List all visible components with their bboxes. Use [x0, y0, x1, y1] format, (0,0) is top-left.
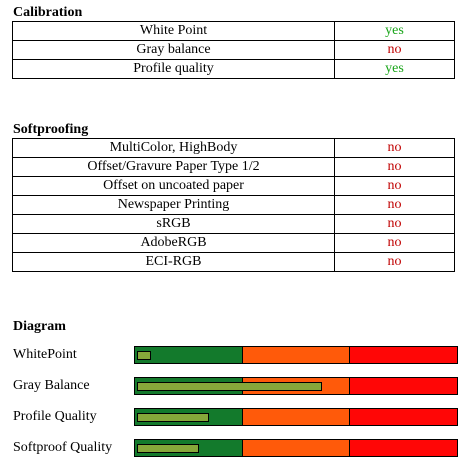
- bar-zone-medium: [243, 347, 350, 363]
- row-label: ECI-RGB: [12, 252, 335, 272]
- diagram-row-gray-balance: Gray Balance: [0, 377, 465, 395]
- bar-zone-bad: [350, 378, 457, 394]
- bar-zone-medium: [243, 440, 350, 456]
- row-value: no: [334, 233, 455, 253]
- bar-zone-bad: [350, 409, 457, 425]
- diagram-label: Softproof Quality: [13, 440, 113, 455]
- table-row: Newspaper Printing no: [12, 195, 455, 215]
- table-row: White Point yes: [12, 21, 455, 41]
- bar-level-fill: [137, 413, 209, 422]
- row-label: White Point: [12, 21, 335, 41]
- diagram-label: Gray Balance: [13, 378, 90, 393]
- row-value: no: [334, 176, 455, 196]
- table-row: Offset/Gravure Paper Type 1/2 no: [12, 157, 455, 177]
- bar-zone-medium: [243, 409, 350, 425]
- calibration-table: White Point yes Gray balance no Profile …: [12, 21, 455, 79]
- row-label: MultiColor, HighBody: [12, 138, 335, 158]
- table-row: Gray balance no: [12, 40, 455, 60]
- quality-bar: [134, 346, 458, 364]
- row-value: yes: [334, 59, 455, 79]
- table-row: sRGB no: [12, 214, 455, 234]
- diagram-row-whitepoint: WhitePoint: [0, 346, 465, 364]
- bar-level-fill: [137, 351, 151, 360]
- calibration-heading: Calibration: [13, 5, 83, 20]
- diagram-row-softproof-quality: Softproof Quality: [0, 439, 465, 457]
- table-row: Profile quality yes: [12, 59, 455, 79]
- table-row: MultiColor, HighBody no: [12, 138, 455, 158]
- softproofing-table: MultiColor, HighBody no Offset/Gravure P…: [12, 138, 455, 272]
- table-row: ECI-RGB no: [12, 252, 455, 272]
- row-value: no: [334, 157, 455, 177]
- diagram-label: Profile Quality: [13, 409, 97, 424]
- row-label: sRGB: [12, 214, 335, 234]
- row-value: no: [334, 252, 455, 272]
- row-value: no: [334, 138, 455, 158]
- quality-bar: [134, 377, 458, 395]
- quality-bar: [134, 439, 458, 457]
- bar-zone-bad: [350, 440, 457, 456]
- row-label: Offset on uncoated paper: [12, 176, 335, 196]
- row-value: no: [334, 40, 455, 60]
- table-row: Offset on uncoated paper no: [12, 176, 455, 196]
- diagram-label: WhitePoint: [13, 347, 77, 362]
- quality-bar: [134, 408, 458, 426]
- bar-level-fill: [137, 382, 322, 391]
- row-value: no: [334, 214, 455, 234]
- diagram-row-profile-quality: Profile Quality: [0, 408, 465, 426]
- table-row: AdobeRGB no: [12, 233, 455, 253]
- diagram-heading: Diagram: [13, 319, 66, 334]
- softproofing-heading: Softproofing: [13, 122, 89, 137]
- bar-zone-good: [135, 347, 243, 363]
- bar-level-fill: [137, 444, 199, 453]
- row-value: no: [334, 195, 455, 215]
- row-value: yes: [334, 21, 455, 41]
- row-label: Offset/Gravure Paper Type 1/2: [12, 157, 335, 177]
- row-label: Newspaper Printing: [12, 195, 335, 215]
- row-label: Gray balance: [12, 40, 335, 60]
- row-label: AdobeRGB: [12, 233, 335, 253]
- row-label: Profile quality: [12, 59, 335, 79]
- bar-zone-bad: [350, 347, 457, 363]
